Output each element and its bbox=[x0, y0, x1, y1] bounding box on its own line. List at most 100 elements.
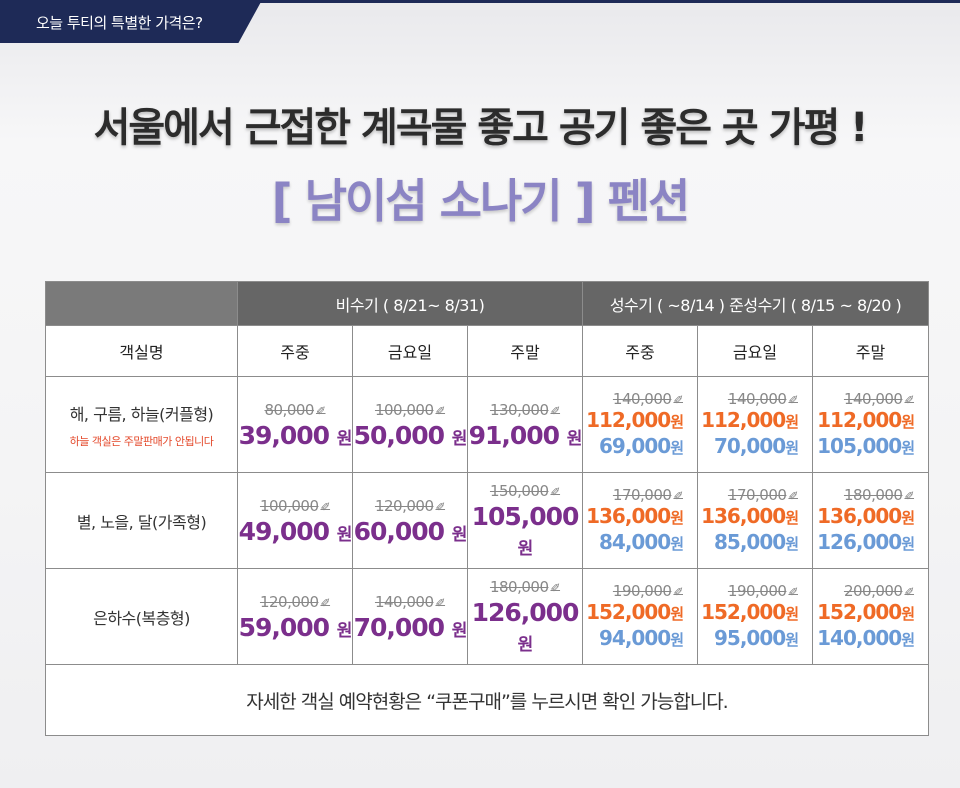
semi-peak-price: 140,000원 bbox=[817, 626, 915, 650]
sale-price: 39,000 원 bbox=[238, 420, 353, 450]
pen-icon: ✐ bbox=[550, 403, 561, 418]
sale-price: 50,000 원 bbox=[353, 420, 468, 450]
pen-icon: ✐ bbox=[904, 489, 915, 503]
top-border bbox=[0, 0, 960, 3]
footer-note: 자세한 객실 예약현황은 “쿠폰구매”를 누르시면 확인 가능합니다. bbox=[44, 664, 930, 736]
original-price: 180,000 ✐ bbox=[843, 486, 915, 504]
offpeak-price-cell: 100,000 ✐ 49,000 원 bbox=[237, 472, 353, 569]
peak-price-cell: 190,000 ✐ 152,000원 94,000원 bbox=[582, 568, 698, 665]
pen-icon: ✐ bbox=[315, 403, 326, 418]
peak-price-cell: 170,000 ✐ 136,000원 84,000원 bbox=[582, 472, 698, 569]
original-price: 130,000 ✐ bbox=[489, 400, 561, 419]
original-price: 140,000 ✐ bbox=[727, 390, 799, 408]
room-name-cell: 해, 구름, 하늘(커플형) 하늘 객실은 주말판매가 안됩니다 bbox=[45, 376, 238, 473]
footer-row: 자세한 객실 예약현황은 “쿠폰구매”를 누르시면 확인 가능합니다. bbox=[44, 664, 930, 736]
pen-icon: ✐ bbox=[320, 595, 331, 610]
original-price: 200,000 ✐ bbox=[843, 582, 915, 600]
sale-price: 70,000 원 bbox=[353, 612, 468, 642]
original-price: 170,000 ✐ bbox=[612, 486, 684, 504]
offpeak-price-cell: 180,000 ✐ 126,000 원 bbox=[467, 568, 583, 665]
col-header: 금요일 bbox=[352, 325, 468, 377]
original-price: 140,000 ✐ bbox=[843, 390, 915, 408]
peak-price-cell: 170,000 ✐ 136,000원 85,000원 bbox=[697, 472, 813, 569]
pen-icon: ✐ bbox=[435, 499, 446, 514]
room-row: 은하수(복층형) 120,000 ✐ 59,000 원 140,000 ✐ 70,000 원… bbox=[45, 568, 930, 665]
pen-icon: ✐ bbox=[435, 403, 446, 418]
original-price: 80,000 ✐ bbox=[264, 400, 326, 419]
sale-price: 91,000 원 bbox=[468, 420, 583, 450]
peak-price: 136,000원 bbox=[701, 504, 799, 528]
room-name: 은하수(복층형) bbox=[93, 608, 190, 628]
pension-title: [ 남이섬 소나기 ] 펜션 bbox=[271, 174, 691, 228]
peak-price: 112,000원 bbox=[817, 408, 915, 432]
room-name-header: 객실명 bbox=[45, 325, 238, 377]
room-row: 해, 구름, 하늘(커플형) 하늘 객실은 주말판매가 안됩니다 80,000 ✐ 39… bbox=[45, 376, 930, 473]
semi-peak-price: 85,000원 bbox=[714, 530, 799, 554]
pen-icon: ✐ bbox=[550, 581, 561, 595]
pen-icon: ✐ bbox=[904, 585, 915, 599]
col-header: 주말 bbox=[467, 325, 583, 377]
pen-icon: ✐ bbox=[673, 393, 683, 407]
offpeak-price-cell: 80,000 ✐ 39,000 원 bbox=[237, 376, 353, 473]
semi-peak-price: 126,000원 bbox=[817, 530, 915, 554]
sale-price: 126,000 원 bbox=[471, 598, 580, 655]
season-header-row: 비수기 ( 8/21~ 8/31) 성수기 ( ~8/14 ) 준성수기 ( 8… bbox=[45, 281, 930, 326]
price-table: 비수기 ( 8/21~ 8/31) 성수기 ( ~8/14 ) 준성수기 ( 8… bbox=[44, 281, 930, 736]
peak-price-cell: 200,000 ✐ 152,000원 140,000원 bbox=[811, 568, 930, 665]
original-price: 190,000 ✐ bbox=[727, 582, 799, 600]
original-price: 120,000 ✐ bbox=[259, 592, 331, 611]
peak-price: 152,000원 bbox=[817, 600, 915, 624]
semi-peak-price: 69,000원 bbox=[599, 434, 684, 458]
offpeak-price-cell: 120,000 ✐ 60,000 원 bbox=[352, 472, 468, 569]
peak-price: 112,000원 bbox=[586, 408, 684, 432]
peak-price-cell: 190,000 ✐ 152,000원 95,000원 bbox=[697, 568, 813, 665]
pen-icon: ✐ bbox=[550, 485, 561, 499]
peak-price-cell: 140,000 ✐ 112,000원 69,000원 bbox=[582, 376, 698, 473]
peak-price-cell: 140,000 ✐ 112,000원 105,000원 bbox=[811, 376, 930, 473]
peak-header: 성수기 ( ~8/14 ) 준성수기 ( 8/15 ~ 8/20 ) bbox=[581, 281, 930, 326]
promo-badge-text: 오늘 투티의 특별한 가격은? bbox=[36, 14, 203, 32]
peak-price: 136,000원 bbox=[817, 504, 915, 528]
col-header: 주중 bbox=[582, 325, 698, 377]
offpeak-price-cell: 100,000 ✐ 50,000 원 bbox=[352, 376, 468, 473]
peak-price: 152,000원 bbox=[701, 600, 799, 624]
col-header: 주중 bbox=[237, 325, 353, 377]
semi-peak-price: 84,000원 bbox=[599, 530, 684, 554]
room-name: 해, 구름, 하늘(커플형) bbox=[69, 404, 214, 424]
pen-icon: ✐ bbox=[435, 595, 446, 610]
promo-badge: 오늘 투티의 특별한 가격은? bbox=[0, 0, 262, 43]
semi-peak-price: 105,000원 bbox=[817, 434, 915, 458]
original-price: 190,000 ✐ bbox=[612, 582, 684, 600]
pen-icon: ✐ bbox=[788, 489, 798, 503]
room-name: 별, 노을, 달(가족형) bbox=[76, 512, 207, 532]
peak-price: 152,000원 bbox=[586, 600, 684, 624]
offpeak-price-cell: 150,000 ✐ 105,000 원 bbox=[467, 472, 583, 569]
original-price: 140,000 ✐ bbox=[374, 592, 446, 611]
peak-price-cell: 140,000 ✐ 112,000원 70,000원 bbox=[697, 376, 813, 473]
semi-peak-price: 70,000원 bbox=[714, 434, 799, 458]
sale-price: 49,000 원 bbox=[238, 516, 353, 546]
col-header: 주말 bbox=[811, 325, 930, 377]
original-price: 100,000 ✐ bbox=[259, 496, 331, 515]
original-price: 170,000 ✐ bbox=[727, 486, 799, 504]
original-price: 140,000 ✐ bbox=[612, 390, 684, 408]
original-price: 150,000 ✐ bbox=[489, 482, 561, 500]
day-header-row: 객실명 주중 금요일 주말 주중 금요일 주말 bbox=[45, 325, 930, 377]
room-note: 하늘 객실은 주말판매가 안됩니다 bbox=[69, 434, 214, 448]
peak-price: 136,000원 bbox=[586, 504, 684, 528]
pen-icon: ✐ bbox=[904, 393, 915, 407]
semi-peak-price: 95,000원 bbox=[714, 626, 799, 650]
pen-icon: ✐ bbox=[788, 393, 798, 407]
offpeak-header: 비수기 ( 8/21~ 8/31) bbox=[237, 281, 583, 326]
semi-peak-price: 94,000원 bbox=[599, 626, 684, 650]
peak-price: 112,000원 bbox=[701, 408, 799, 432]
offpeak-price-cell: 120,000 ✐ 59,000 원 bbox=[237, 568, 353, 665]
original-price: 120,000 ✐ bbox=[374, 496, 446, 515]
pen-icon: ✐ bbox=[673, 489, 683, 503]
room-row: 별, 노을, 달(가족형) 100,000 ✐ 49,000 원 120,000 ✐ 60,… bbox=[45, 472, 930, 569]
pen-icon: ✐ bbox=[320, 499, 331, 514]
sale-price: 60,000 원 bbox=[353, 516, 468, 546]
original-price: 100,000 ✐ bbox=[374, 400, 446, 419]
offpeak-price-cell: 140,000 ✐ 70,000 원 bbox=[352, 568, 468, 665]
headline: 서울에서 근접한 계곡물 좋고 공기 좋은 곳 가평 ! bbox=[93, 105, 869, 151]
